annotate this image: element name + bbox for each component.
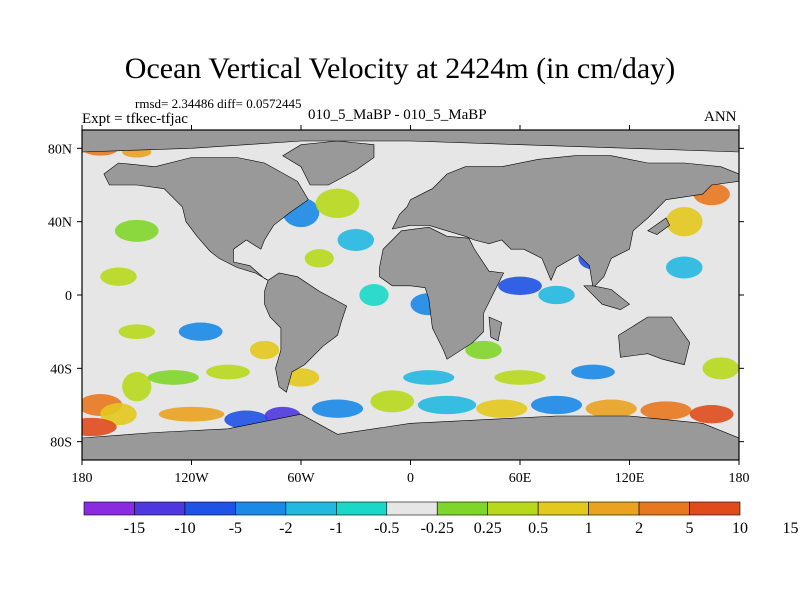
- y-tick-label: 40S: [50, 362, 72, 377]
- x-tick-label: 180: [729, 471, 750, 486]
- land-polygon: [583, 285, 631, 311]
- experiment-label: Expt = tfkec-tfjac: [82, 111, 188, 127]
- velocity-patch: [158, 406, 225, 422]
- colorbar-label: -5: [229, 520, 242, 537]
- land-polygon: [82, 130, 739, 153]
- colorbar-label: 0.5: [528, 520, 548, 537]
- colorbar-label: -1: [330, 520, 343, 537]
- stats-text: rmsd= 2.34486 diff= 0.0572445: [135, 96, 302, 111]
- colorbar-swatch: [638, 501, 690, 516]
- colorbar-swatch: [336, 501, 388, 516]
- velocity-patch: [666, 207, 703, 237]
- velocity-patch: [337, 229, 374, 251]
- colorbar-swatch: [83, 501, 135, 516]
- land-polygon: [282, 140, 375, 186]
- velocity-patch: [359, 284, 389, 306]
- colorbar-label: -0.5: [374, 520, 399, 537]
- velocity-patch: [147, 370, 199, 385]
- velocity-patch: [315, 188, 360, 218]
- y-tick-label: 0: [65, 289, 72, 304]
- y-axis: 80N 40N 0 40S 80S: [48, 142, 744, 451]
- colorbar: [83, 501, 741, 516]
- velocity-patch: [666, 256, 703, 279]
- colorbar-swatch: [436, 501, 488, 516]
- velocity-patch: [538, 285, 575, 305]
- velocity-patch: [304, 249, 334, 268]
- velocity-patch: [571, 364, 615, 380]
- map-panel: [82, 130, 739, 460]
- colorbar-label: 1: [585, 520, 593, 537]
- colorbar-label: 0.25: [474, 520, 502, 537]
- colorbar-label: 5: [686, 520, 694, 537]
- velocity-patch: [178, 322, 223, 341]
- colorbar-swatch: [134, 501, 186, 516]
- season-label: ANN: [704, 109, 737, 125]
- velocity-patch: [494, 370, 546, 385]
- velocity-patch: [530, 395, 583, 415]
- case-label: 010_5_MaBP - 010_5_MaBP: [308, 107, 487, 123]
- land-polygon: [488, 316, 503, 342]
- x-tick-label: 120E: [615, 471, 645, 486]
- land-mask: [82, 130, 739, 460]
- colorbar-label: 2: [635, 520, 643, 537]
- velocity-patch: [100, 267, 137, 286]
- colorbar-swatch: [487, 501, 539, 516]
- velocity-patch: [206, 364, 250, 380]
- x-axis: 180 120W 60W 0 60E 120E 180: [72, 125, 750, 486]
- velocity-patch: [702, 357, 739, 380]
- velocity-patch: [114, 219, 159, 242]
- colorbar-label: 15: [782, 520, 798, 537]
- colorbar-labels: -15 -10 -5 -2 -1 -0.5 -0.25 0.25 0.5 1 2 5 10 15: [124, 520, 799, 537]
- velocity-patch: [118, 324, 155, 339]
- x-tick-label: 60W: [287, 471, 315, 486]
- land-polygon: [264, 272, 347, 393]
- y-tick-label: 80S: [50, 436, 72, 451]
- plot-title: Ocean Vertical Velocity at 2424m (in cm/…: [124, 52, 676, 85]
- velocity-patch: [370, 390, 415, 413]
- velocity-patch: [122, 372, 152, 402]
- colorbar-swatch: [689, 501, 741, 516]
- velocity-patch: [82, 417, 117, 437]
- velocity-patch: [311, 399, 364, 418]
- colorbar-swatch: [285, 501, 337, 516]
- colorbar-label: -15: [124, 520, 145, 537]
- velocity-patch: [465, 340, 502, 360]
- velocity-patch: [498, 276, 542, 296]
- colorbar-swatch: [537, 501, 589, 516]
- land-polygon: [391, 155, 739, 289]
- colorbar-label: 10: [732, 520, 748, 537]
- x-tick-label: 180: [72, 471, 93, 486]
- velocity-patch: [417, 395, 477, 415]
- x-tick-label: 60E: [509, 471, 532, 486]
- velocity-patch: [689, 405, 734, 424]
- land-polygon: [103, 157, 309, 281]
- colorbar-swatch: [235, 501, 287, 516]
- colorbar-label: -2: [279, 520, 292, 537]
- land-polygon: [647, 217, 670, 235]
- land-polygon: [618, 316, 691, 366]
- y-tick-label: 80N: [48, 142, 72, 157]
- land-polygon: [82, 413, 739, 460]
- velocity-patch: [585, 399, 637, 418]
- y-tick-label: 40N: [48, 216, 72, 231]
- velocity-patch: [403, 370, 455, 385]
- velocity-patch: [249, 340, 280, 360]
- velocity-patch: [640, 401, 692, 420]
- velocity-patch: [100, 403, 137, 426]
- velocity-patch: [476, 399, 528, 418]
- colorbar-swatch: [588, 501, 640, 516]
- colorbar-label: -10: [174, 520, 195, 537]
- land-polygon: [379, 226, 505, 360]
- colorbar-label: -0.25: [421, 520, 454, 537]
- x-tick-label: 120W: [174, 471, 209, 486]
- colorbar-swatch: [184, 501, 236, 516]
- colorbar-swatch: [386, 501, 438, 516]
- x-tick-label: 0: [407, 471, 414, 486]
